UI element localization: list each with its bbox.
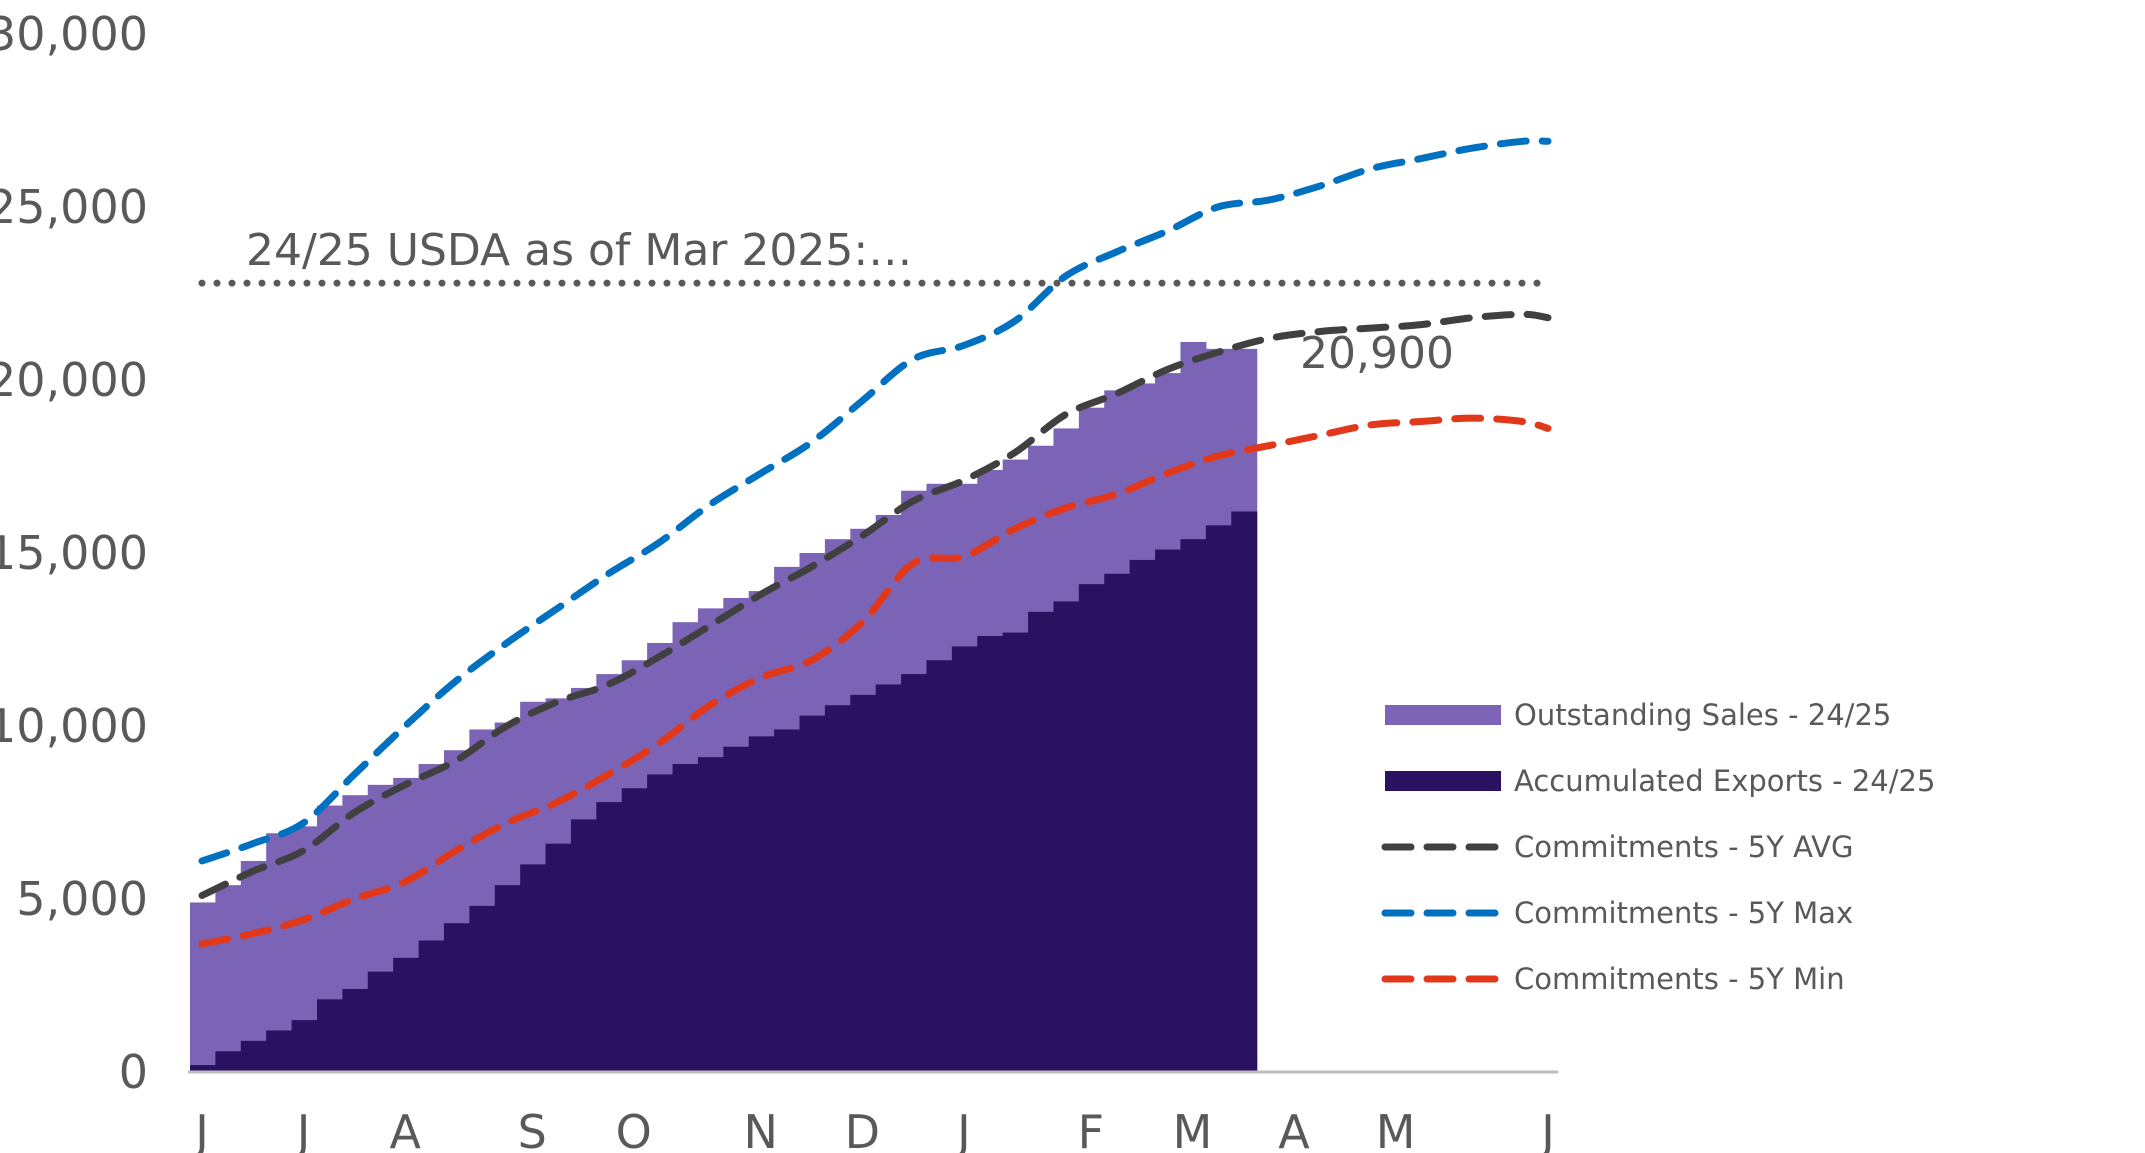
accumulated-exports-bar (393, 957, 420, 1072)
outstanding-sales-bar (240, 860, 267, 1072)
legend-label: Commitments - 5Y Min (1514, 962, 1845, 996)
legend-swatch (1385, 771, 1501, 791)
y-tick-label: 0 (119, 1045, 148, 1099)
y-tick-label: 15,000 (0, 526, 148, 580)
accumulated-exports-bar (570, 819, 597, 1072)
outstanding-sales-bar (215, 885, 242, 1072)
x-tick-label: J (954, 1105, 971, 1153)
legend-5y-min: Commitments - 5Y Min (1381, 962, 1845, 996)
accumulated-exports-bar (1002, 632, 1029, 1072)
y-tick-label: 25,000 (0, 180, 148, 234)
accumulated-exports-bar (418, 940, 445, 1072)
accumulated-exports-bar (1028, 611, 1055, 1072)
y-tick-label: 10,000 (0, 699, 148, 753)
accumulated-exports-bar (1104, 573, 1131, 1072)
accumulated-exports-bar (316, 999, 343, 1072)
accumulated-exports-bar (977, 636, 1004, 1072)
y-axis: 0 5,000 10,000 15,000 20,000 25,000 30,000 (0, 7, 148, 1099)
x-tick-label: O (616, 1105, 652, 1153)
y-tick-label: 20,000 (0, 353, 148, 407)
accumulated-exports-bar (240, 1040, 267, 1072)
x-tick-label: M (1173, 1105, 1213, 1153)
accumulated-exports-bar (723, 746, 750, 1072)
accumulated-exports-bar (672, 764, 699, 1072)
annotations: 24/25 USDA as of Mar 2025:… 20,900 (246, 225, 1454, 379)
accumulated-exports-bar (215, 1051, 242, 1072)
accumulated-exports-bar (697, 757, 724, 1072)
accumulated-exports-bar (1129, 559, 1156, 1072)
accumulated-exports-bar (494, 885, 521, 1072)
x-tick-label: S (518, 1105, 547, 1153)
x-tick-label: N (743, 1105, 777, 1153)
x-tick-label: F (1078, 1105, 1104, 1153)
y-tick-label: 5,000 (16, 872, 148, 926)
accumulated-exports-bar (875, 684, 902, 1072)
accumulated-exports-bar (266, 1030, 293, 1072)
accumulated-exports-bar (748, 736, 775, 1072)
accumulated-exports-bar (901, 674, 928, 1072)
outstanding-sales-bar (190, 902, 216, 1072)
legend-5y-avg: Commitments - 5Y AVG (1381, 830, 1853, 864)
accumulated-exports-bar (367, 971, 394, 1072)
legend-accumulated-exports: Accumulated Exports - 24/25 (1385, 764, 1935, 798)
y-tick-label: 30,000 (0, 7, 148, 61)
legend-label: Accumulated Exports - 24/25 (1514, 764, 1935, 798)
legend-5y-max: Commitments - 5Y Max (1381, 896, 1853, 930)
last-value-label: 20,900 (1300, 328, 1454, 379)
accumulated-exports-bar (926, 660, 953, 1072)
accumulated-exports-bar (190, 1065, 216, 1072)
accumulated-exports-bar (291, 1020, 318, 1072)
x-tick-label: J (294, 1105, 311, 1153)
accumulated-exports-bar (469, 905, 496, 1072)
min-commitments-line (198, 414, 1552, 948)
accumulated-exports-bar (1155, 549, 1182, 1072)
x-tick-label: J (192, 1105, 209, 1153)
accumulated-exports-bar (1078, 584, 1105, 1072)
accumulated-exports-bar (1231, 511, 1258, 1073)
accumulated-exports-bar (443, 923, 470, 1072)
accumulated-exports-bar (850, 694, 877, 1072)
x-tick-label: A (389, 1105, 421, 1153)
legend-outstanding-sales: Outstanding Sales - 24/25 (1385, 698, 1891, 732)
x-tick-label: J (1538, 1105, 1555, 1153)
accumulated-exports-bar (545, 843, 572, 1072)
legend-label: Commitments - 5Y Max (1514, 896, 1853, 930)
x-tick-label: A (1278, 1105, 1310, 1153)
accumulated-exports-bar (1053, 601, 1080, 1072)
accumulated-exports-bar (520, 864, 547, 1072)
legend-label: Outstanding Sales - 24/25 (1514, 698, 1891, 732)
x-tick-label: D (845, 1105, 880, 1153)
accumulated-exports-bar (774, 729, 801, 1072)
avg-commitments-line (198, 310, 1552, 899)
accumulated-exports-bar (1205, 525, 1232, 1072)
accumulated-exports-bar (647, 774, 674, 1072)
accumulated-exports-bar (951, 646, 978, 1072)
accumulated-exports-bar (824, 705, 851, 1072)
accumulated-exports-bar (342, 988, 369, 1072)
legend-swatch (1385, 705, 1501, 725)
accumulated-exports-bar (621, 788, 648, 1072)
max-commitments-line (198, 137, 1552, 865)
lines-layer (198, 137, 1552, 948)
accumulated-exports-bar (799, 715, 826, 1072)
bars-layer (190, 341, 1258, 1073)
accumulated-exports-bar (596, 802, 623, 1072)
legend-label: Commitments - 5Y AVG (1514, 830, 1853, 864)
x-tick-label: M (1376, 1105, 1416, 1153)
accumulated-exports-bar (1180, 539, 1207, 1072)
legend: Outstanding Sales - 24/25 Accumulated Exp… (1381, 698, 1935, 996)
usda-estimate-label: 24/25 USDA as of Mar 2025:… (246, 225, 912, 276)
